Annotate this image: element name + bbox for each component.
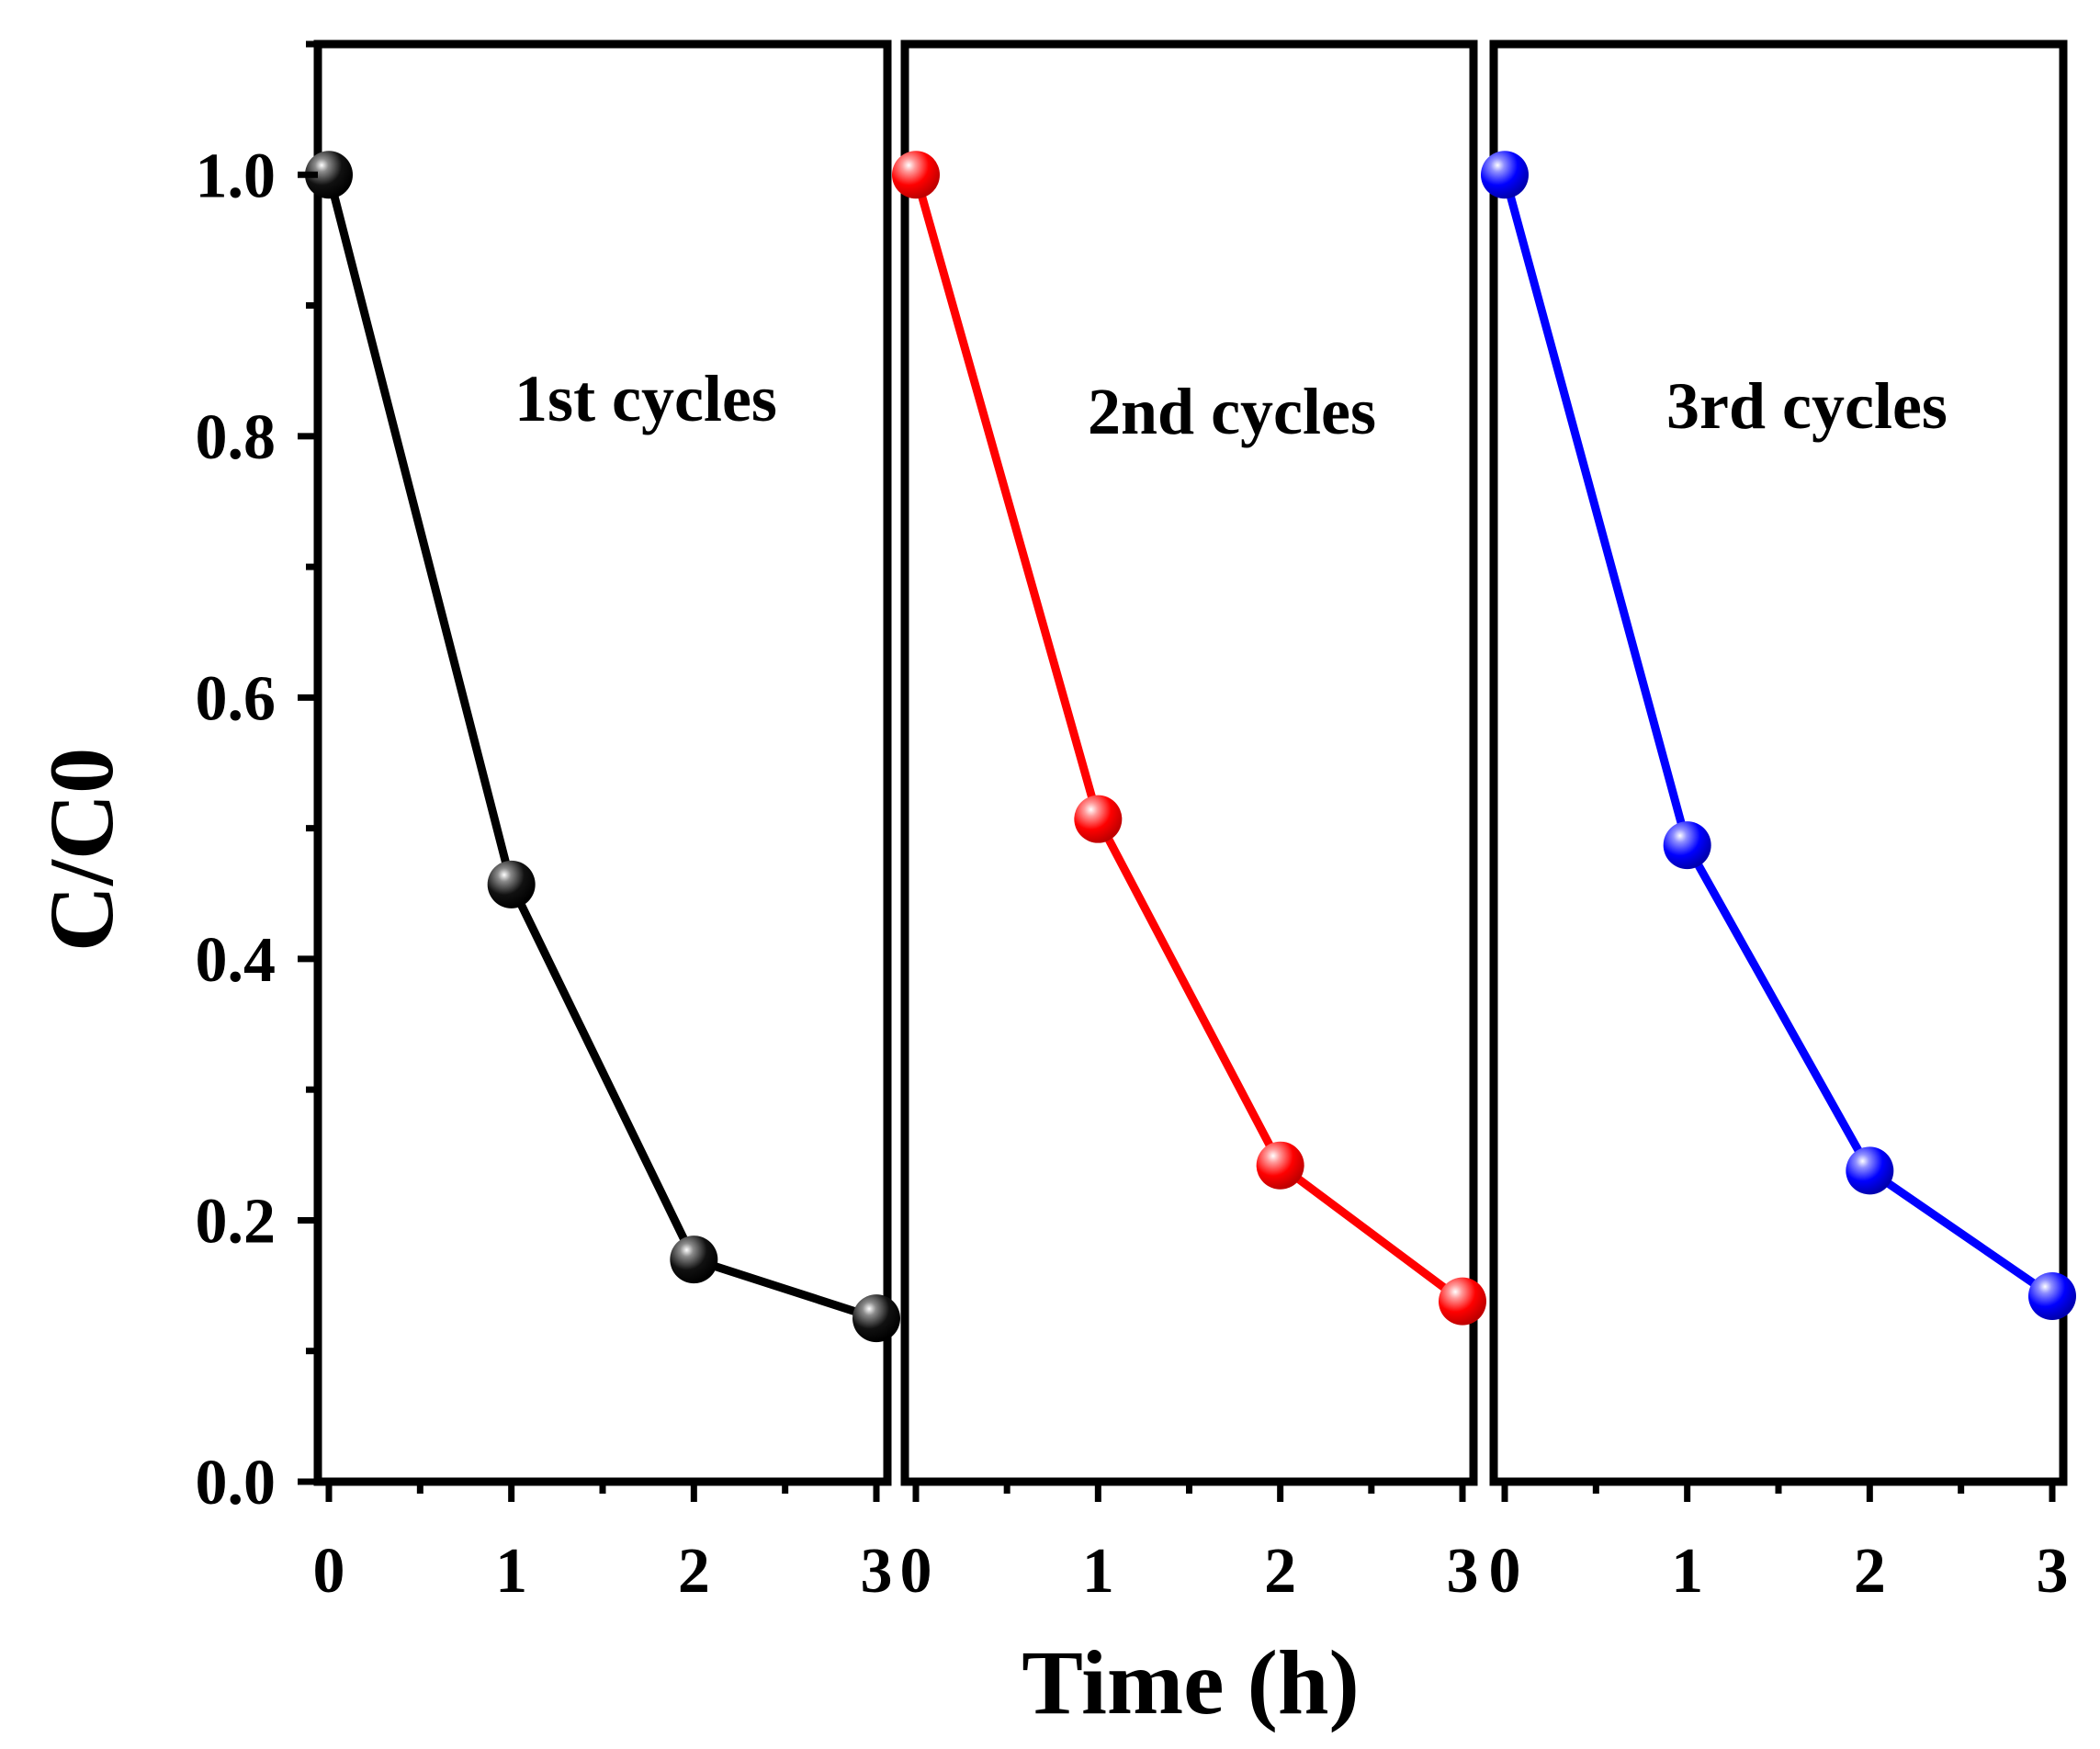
x-tick-label: 3 — [2037, 1536, 2069, 1607]
x-tick-label: 2 — [678, 1536, 710, 1607]
x-tick-label: 2 — [1854, 1536, 1886, 1607]
y-tick-label: 0.0 — [196, 1448, 277, 1518]
data-point — [1074, 795, 1123, 843]
series-line — [1500, 170, 2057, 1301]
panel-1: 0 1 2 3 1st cycles — [305, 39, 900, 1607]
y-tick-label: 0.6 — [196, 663, 277, 734]
x-tick-label: 1 — [1082, 1536, 1114, 1607]
panel-label: 3rd cycles — [1666, 369, 1948, 443]
data-point — [1846, 1146, 1894, 1195]
series-line — [324, 170, 881, 1323]
data-point — [2028, 1271, 2076, 1320]
panel-label: 2nd cycles — [1088, 375, 1376, 448]
data-point — [487, 860, 536, 908]
panels-layer: 0 1 2 3 1st cycles 0 1 2 3 2nd cycles 0 1 2 3 3rd cycl… — [305, 39, 2076, 1607]
y-tick-label: 1.0 — [196, 141, 277, 211]
data-point — [1663, 821, 1711, 870]
panel-3: 0 1 2 3 3rd cycles — [1481, 39, 2076, 1607]
panel-2: 0 1 2 3 2nd cycles — [892, 39, 1486, 1607]
y-axis-title: C/C0 — [30, 748, 132, 952]
panel-label: 1st cycles — [514, 362, 777, 435]
x-tick-label: 0 — [900, 1536, 932, 1607]
data-point — [1439, 1277, 1486, 1326]
y-axis-layer: 0.0 0.2 0.4 0.6 0.8 1.0 — [196, 40, 318, 1518]
panel-frame — [900, 39, 1478, 1486]
data-point — [305, 151, 353, 199]
data-point — [852, 1294, 900, 1343]
data-point — [1256, 1141, 1304, 1190]
y-tick-label: 0.4 — [196, 925, 277, 996]
x-tick-label: 3 — [861, 1536, 893, 1607]
x-tick-label: 0 — [1489, 1536, 1521, 1607]
x-tick-label: 3 — [1447, 1536, 1479, 1607]
x-axis-title: Time (h) — [1022, 1631, 1360, 1733]
x-tick-label: 0 — [313, 1536, 345, 1607]
data-point — [1481, 151, 1529, 199]
x-tick-label: 2 — [1264, 1536, 1296, 1607]
y-tick-label: 0.8 — [196, 402, 277, 473]
x-tick-label: 1 — [1671, 1536, 1703, 1607]
data-point — [670, 1236, 718, 1284]
panel-frame — [1489, 39, 2068, 1486]
series-line — [911, 170, 1467, 1306]
y-tick-label: 0.2 — [196, 1186, 277, 1257]
x-tick-label: 1 — [495, 1536, 527, 1607]
panel-frame — [313, 39, 892, 1486]
data-point — [892, 151, 940, 199]
